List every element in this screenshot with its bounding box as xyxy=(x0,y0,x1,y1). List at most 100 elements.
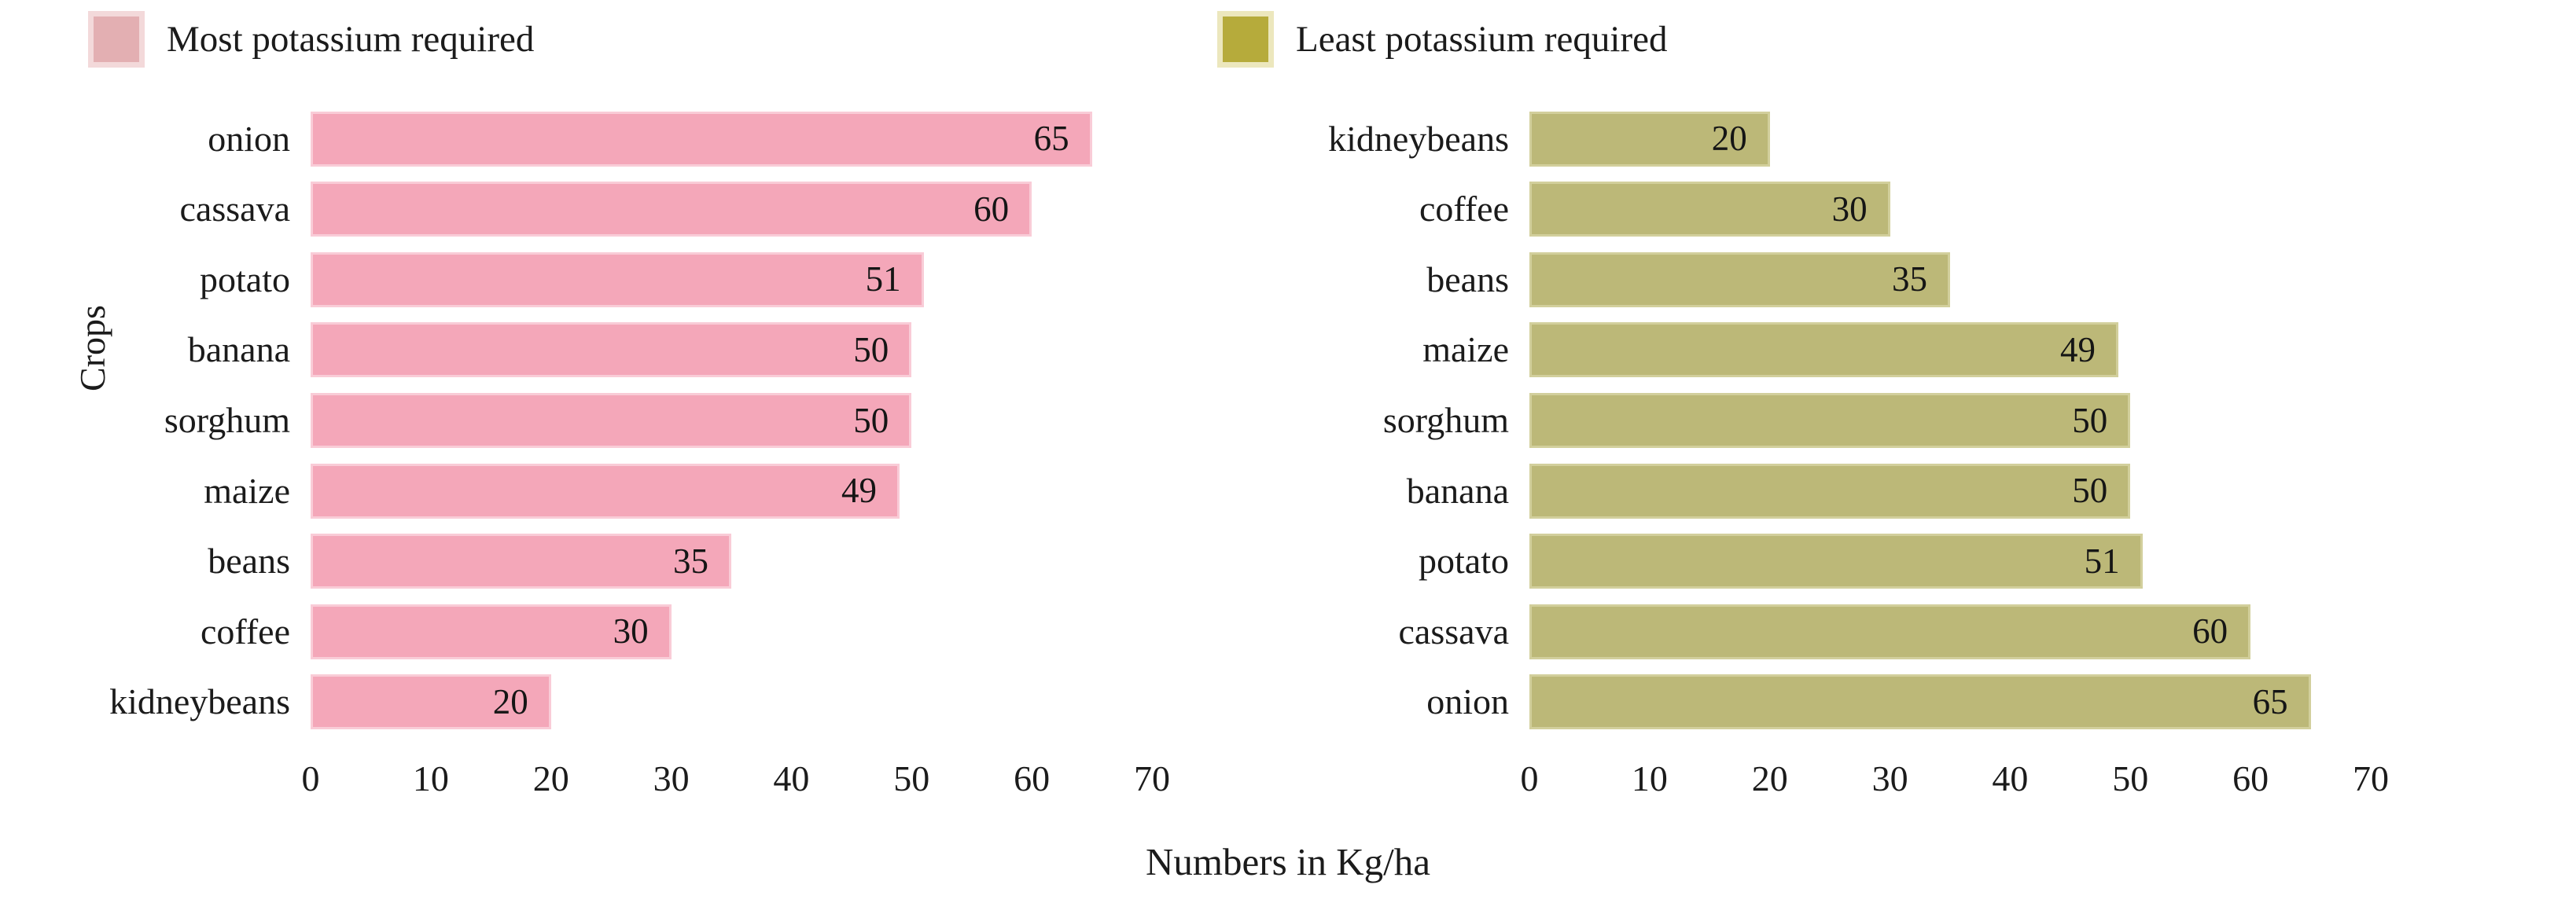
x-tick-label: 30 xyxy=(1871,758,1908,798)
x-tick-label: 20 xyxy=(532,758,569,798)
bar-row: coffee 30 xyxy=(35,596,1152,667)
bar: 30 xyxy=(1529,182,1890,237)
bar-row: cassava 60 xyxy=(1254,596,2371,667)
bar-row: cassava 60 xyxy=(35,174,1152,245)
category-label: kidneybeans xyxy=(1328,118,1509,159)
category-label: onion xyxy=(208,118,290,159)
value-label: 60 xyxy=(973,189,1010,229)
bar-zone: 65 xyxy=(1529,667,2371,738)
bar-zone: 20 xyxy=(311,667,1152,738)
legend-least-potassium: Least potassium required xyxy=(1217,11,1667,68)
bar-zone: 50 xyxy=(311,315,1152,386)
bar: 51 xyxy=(311,251,924,307)
x-tick-label: 40 xyxy=(1992,758,2029,798)
bar-zone: 49 xyxy=(311,456,1152,527)
bar: 60 xyxy=(1529,604,2251,659)
bar: 60 xyxy=(311,182,1032,237)
bar-row: potato 51 xyxy=(1254,526,2371,596)
category-label: maize xyxy=(204,470,290,511)
category-label: potato xyxy=(1419,541,1509,582)
bar: 20 xyxy=(1529,111,1770,167)
x-tick-label: 50 xyxy=(893,758,930,798)
bar-zone: 50 xyxy=(311,385,1152,456)
ticks: 0 10 20 30 40 50 60 70 xyxy=(1521,758,2390,816)
bar-row: kidneybeans 20 xyxy=(35,667,1152,738)
bar-row: onion 65 xyxy=(1254,667,2371,738)
bar: 30 xyxy=(311,604,672,659)
bar-row: onion 65 xyxy=(35,104,1152,174)
bar-zone: 49 xyxy=(1529,315,2371,386)
value-label: 20 xyxy=(492,681,528,721)
bar-row: sorghum 50 xyxy=(1254,385,2371,456)
bar-zone: 60 xyxy=(1529,596,2371,667)
value-label: 65 xyxy=(2252,681,2288,721)
category-label: maize xyxy=(1422,329,1509,370)
value-label: 50 xyxy=(853,329,889,369)
legend-swatch-most xyxy=(88,11,145,68)
category-label: cassava xyxy=(179,189,290,229)
bar-zone: 30 xyxy=(311,596,1152,667)
value-label: 50 xyxy=(2072,471,2108,511)
category-label: coffee xyxy=(200,611,290,652)
rows: kidneybeans 20 coffee 30 beans 35 maize 49 sorgh… xyxy=(1254,104,2371,737)
x-tick-label: 0 xyxy=(301,758,320,798)
value-label: 51 xyxy=(2084,541,2120,581)
value-label: 49 xyxy=(841,471,877,511)
bar-row: banana 50 xyxy=(35,315,1152,386)
legend-label-least: Least potassium required xyxy=(1296,18,1668,60)
bar-row: potato 51 xyxy=(35,244,1152,315)
legend-swatch-least xyxy=(1217,11,1274,68)
ticks: 0 10 20 30 40 50 60 70 xyxy=(302,758,1171,816)
x-tick-label: 30 xyxy=(653,758,690,798)
bar: 35 xyxy=(311,534,731,589)
bar-zone: 35 xyxy=(311,526,1152,596)
value-label: 30 xyxy=(613,611,649,652)
category-label: sorghum xyxy=(1382,400,1509,441)
bar-row: banana 50 xyxy=(1254,456,2371,527)
value-label: 65 xyxy=(1033,119,1069,159)
value-label: 50 xyxy=(2072,400,2108,440)
bar: 35 xyxy=(1529,251,1950,307)
category-label: banana xyxy=(187,329,290,370)
category-label: cassava xyxy=(1398,611,1509,652)
legend-most-potassium: Most potassium required xyxy=(88,11,534,68)
bar-row: maize 49 xyxy=(35,456,1152,527)
x-tick-label: 60 xyxy=(2232,758,2269,798)
bar-row: beans 35 xyxy=(35,526,1152,596)
value-label: 60 xyxy=(2192,611,2228,652)
bar-zone: 51 xyxy=(311,244,1152,315)
bar-zone: 35 xyxy=(1529,244,2371,315)
category-label: kidneybeans xyxy=(109,681,290,722)
bar: 65 xyxy=(1529,674,2311,730)
chart-most-potassium: onion 65 cassava 60 potato 51 banana 50 sorghum 5… xyxy=(35,104,1171,816)
bar: 49 xyxy=(311,463,900,519)
bar-zone: 65 xyxy=(311,104,1152,174)
bar-row: coffee 30 xyxy=(1254,174,2371,245)
bar-row: maize 49 xyxy=(1254,315,2371,386)
legend-label-most: Most potassium required xyxy=(167,18,535,60)
x-tick-label: 70 xyxy=(1134,758,1170,798)
chart-least-potassium: kidneybeans 20 coffee 30 beans 35 maize 49 sorgh… xyxy=(1254,104,2390,816)
category-label: potato xyxy=(200,259,290,299)
category-label: sorghum xyxy=(164,400,290,441)
value-label: 35 xyxy=(1892,259,1927,299)
x-tick-label: 50 xyxy=(2112,758,2149,798)
value-label: 50 xyxy=(853,400,889,440)
rows: onion 65 cassava 60 potato 51 banana 50 sorghum 5… xyxy=(35,104,1152,737)
value-label: 51 xyxy=(865,259,901,299)
bar-zone: 60 xyxy=(311,174,1152,245)
bar: 50 xyxy=(1529,463,2131,519)
x-tick-label: 0 xyxy=(1520,758,1539,798)
category-label: coffee xyxy=(1419,189,1509,229)
category-label: beans xyxy=(1426,259,1509,299)
bar-row: kidneybeans 20 xyxy=(1254,104,2371,174)
x-tick-label: 10 xyxy=(1631,758,1668,798)
x-axis-label: Numbers in Kg/ha xyxy=(1146,840,1430,883)
category-label: beans xyxy=(208,541,290,582)
bar: 50 xyxy=(311,393,912,449)
bar-zone: 50 xyxy=(1529,385,2371,456)
value-label: 30 xyxy=(1831,189,1868,229)
x-tick-label: 20 xyxy=(1751,758,1788,798)
bar: 51 xyxy=(1529,534,2143,589)
